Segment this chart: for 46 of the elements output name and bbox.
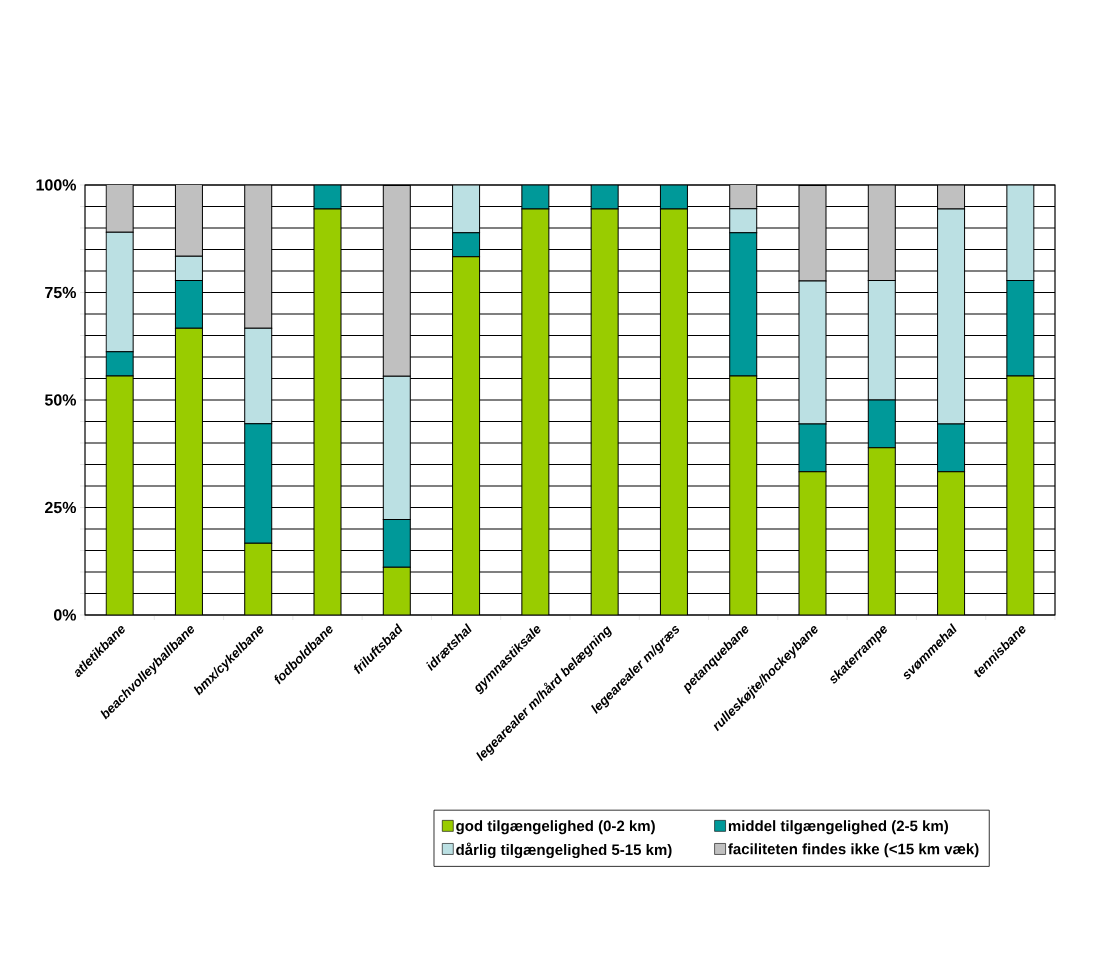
y-tick-label: 25% bbox=[45, 501, 77, 514]
bar bbox=[521, 208, 550, 615]
bar bbox=[105, 184, 134, 233]
y-tick-label: 100% bbox=[36, 179, 77, 191]
bar bbox=[105, 231, 134, 353]
legend-label: dårlig tilgængelighed 5-15 km) bbox=[456, 842, 672, 859]
bar bbox=[382, 375, 411, 521]
bar bbox=[798, 471, 827, 615]
bar bbox=[382, 566, 411, 615]
bar bbox=[867, 447, 896, 615]
bar bbox=[867, 399, 896, 449]
bar bbox=[867, 279, 896, 401]
bar bbox=[659, 208, 688, 615]
y-tick-label: 75% bbox=[45, 286, 77, 299]
bar bbox=[244, 327, 273, 425]
bar bbox=[1006, 375, 1035, 615]
bar bbox=[382, 184, 411, 377]
legend-label: middel tilgængelighed (2-5 km) bbox=[728, 820, 948, 835]
bar bbox=[937, 208, 966, 425]
bar bbox=[729, 208, 758, 234]
bar bbox=[244, 184, 273, 329]
bar bbox=[1006, 184, 1035, 281]
bar bbox=[937, 471, 966, 615]
bar bbox=[244, 542, 273, 615]
bar bbox=[452, 232, 481, 258]
bar bbox=[174, 279, 203, 329]
bar bbox=[729, 232, 758, 377]
bar bbox=[867, 184, 896, 281]
bar bbox=[174, 255, 203, 281]
bar bbox=[105, 375, 134, 615]
bar bbox=[452, 184, 481, 234]
bar bbox=[452, 256, 481, 615]
bar bbox=[313, 208, 342, 615]
bar bbox=[729, 375, 758, 615]
bar bbox=[937, 423, 966, 473]
bar bbox=[798, 423, 827, 473]
y-tick-label: 50% bbox=[44, 394, 77, 406]
bar bbox=[174, 184, 203, 257]
bar bbox=[174, 327, 203, 615]
legend-label: god tilgængelighed (0-2 km) bbox=[456, 820, 655, 835]
bar bbox=[798, 184, 827, 282]
bar bbox=[798, 280, 827, 425]
legend-label: faciliteten findes ikke (<15 km væk) bbox=[728, 843, 979, 858]
y-tick-label: 0% bbox=[53, 609, 77, 621]
bar bbox=[590, 208, 619, 615]
bar bbox=[729, 184, 758, 210]
